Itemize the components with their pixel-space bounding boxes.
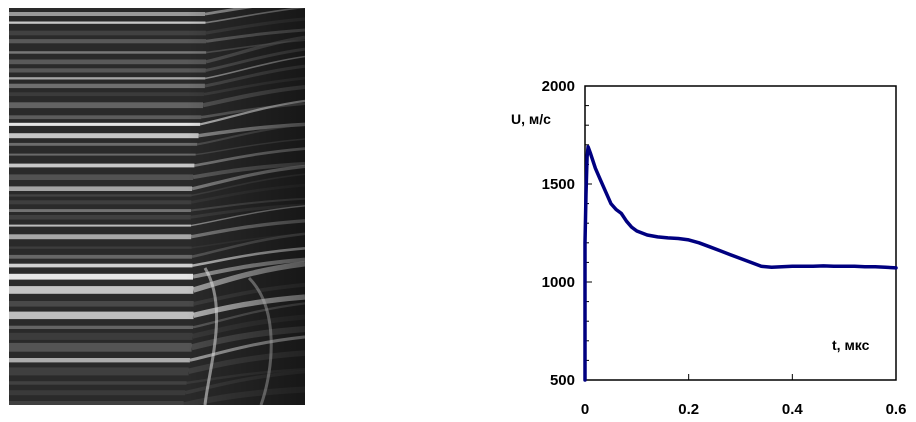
y-tick-label: 1500 (542, 176, 575, 193)
velocity-series-line (583, 145, 898, 382)
y-tick-label: 500 (550, 372, 575, 389)
photo-shade (9, 8, 305, 405)
x-tick-label: 0.6 (886, 401, 907, 418)
x-tick-label: 0 (581, 401, 589, 418)
x-tick-label: 0.4 (782, 401, 804, 418)
y-axis-label: U, м/с (511, 111, 551, 127)
x-tick-label: 0.2 (678, 401, 699, 418)
x-axis-label: t, мкс (832, 337, 870, 353)
y-axis: 500 1000 1500 2000 (542, 78, 592, 389)
y-tick-label: 1000 (542, 274, 575, 291)
plot-area (584, 85, 897, 381)
series-layer (583, 145, 898, 382)
streak-photograph (9, 8, 305, 405)
y-tick-label: 2000 (542, 78, 575, 95)
